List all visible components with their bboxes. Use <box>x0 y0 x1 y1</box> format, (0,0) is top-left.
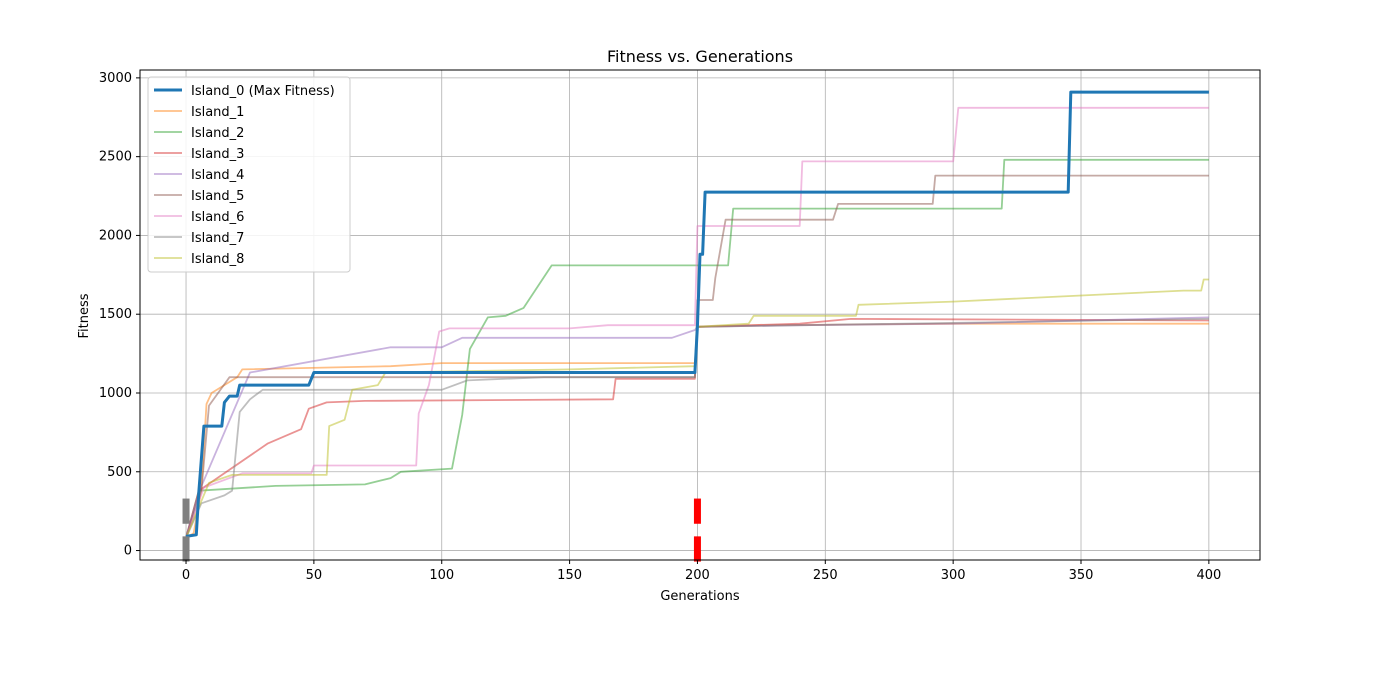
y-tick-label: 1500 <box>99 307 132 322</box>
legend-entry-label: Island_3 <box>191 147 244 162</box>
y-tick-label: 2000 <box>99 228 132 243</box>
x-tick-label: 400 <box>1196 568 1221 583</box>
x-tick-label: 300 <box>941 568 966 583</box>
x-tick-label: 200 <box>685 568 710 583</box>
y-axis-label: Fitness <box>77 293 92 338</box>
x-tick-label: 50 <box>306 568 323 583</box>
y-tick-label: 0 <box>124 544 132 559</box>
legend-entry-label: Island_5 <box>191 189 244 204</box>
legend-entry-label: Island_1 <box>191 105 244 120</box>
x-tick-label: 250 <box>813 568 838 583</box>
plot-frame <box>139 69 1261 561</box>
y-tick-label: 3000 <box>99 71 132 86</box>
y-tick-label: 2500 <box>99 150 132 165</box>
chart-title: Fitness vs. Generations <box>607 47 793 66</box>
x-axis-label: Generations <box>660 589 740 604</box>
legend-entry-label: Island_6 <box>191 210 244 225</box>
marker-group <box>182 498 701 562</box>
x-axis-ticks: 0 50 100 150 200 250 300 350 400 <box>182 560 1221 583</box>
legend-entry-label: Island_8 <box>191 252 244 267</box>
x-tick-label: 100 <box>429 568 454 583</box>
series-line-island-5 <box>185 174 1209 539</box>
legend-entry-label: Island_2 <box>191 126 244 141</box>
series-group <box>185 90 1209 539</box>
series-line-island-0 <box>185 90 1209 538</box>
y-tick-label: 1000 <box>99 386 132 401</box>
series-line-island-3 <box>185 317 1209 539</box>
legend: Island_0 (Max Fitness) Island_1 Island_2 Is… <box>147 76 351 273</box>
series-line-island-7 <box>185 318 1209 539</box>
y-axis-ticks: 0 500 1000 1500 2000 2500 3000 <box>99 71 140 559</box>
legend-entry-label: Island_7 <box>191 231 244 246</box>
legend-entry-label: Island_0 (Max Fitness) <box>191 84 335 99</box>
x-tick-label: 0 <box>182 568 190 583</box>
legend-entry-label: Island_4 <box>191 168 244 183</box>
x-tick-label: 150 <box>557 568 582 583</box>
y-tick-label: 500 <box>107 465 132 480</box>
series-line-island-2 <box>185 158 1209 539</box>
legend-box <box>147 76 351 273</box>
series-line-island-6 <box>185 106 1209 539</box>
x-tick-label: 350 <box>1069 568 1094 583</box>
